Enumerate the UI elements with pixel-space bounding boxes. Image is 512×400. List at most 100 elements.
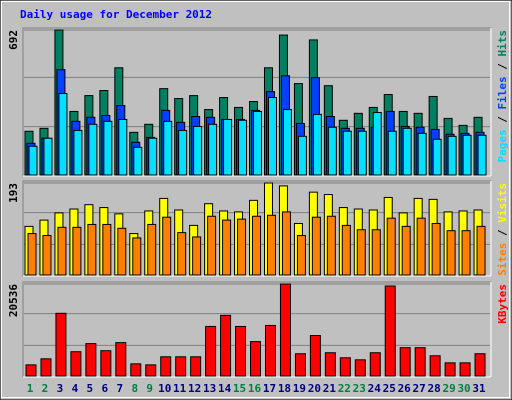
bar [235, 325, 247, 377]
x-tick-label: 11 [173, 382, 187, 395]
bar [446, 230, 456, 276]
legend-entry: Hits [496, 30, 509, 57]
bar [399, 347, 411, 377]
bar [326, 215, 336, 276]
chart-title: Daily usage for December 2012 [20, 8, 212, 21]
legend: KBytes [496, 284, 509, 324]
bar [118, 118, 128, 176]
bar [459, 362, 471, 377]
bar [402, 127, 412, 176]
bar [130, 363, 142, 377]
bar [253, 110, 263, 176]
legend-separator: / [496, 110, 509, 130]
x-tick-label: 22 [338, 382, 351, 395]
bar [266, 214, 276, 276]
x-tick-label: 8 [131, 382, 138, 395]
bar [371, 229, 381, 276]
x-tick-label: 15 [233, 382, 246, 395]
bar [43, 137, 53, 176]
bar [100, 350, 112, 377]
bar [476, 225, 486, 276]
bar [147, 223, 157, 276]
bar [238, 119, 248, 176]
bar [25, 364, 37, 377]
y-max-label: 20536 [7, 284, 20, 317]
bar [88, 123, 98, 176]
bar [414, 347, 426, 377]
bar [162, 216, 172, 276]
bar [279, 283, 291, 377]
bar [324, 352, 336, 377]
bar [417, 132, 427, 176]
bar [148, 137, 158, 176]
bar [190, 356, 202, 377]
x-tick-label: 17 [263, 382, 276, 395]
bar [132, 237, 142, 276]
bar [57, 226, 67, 276]
bar [73, 129, 83, 176]
bar [237, 218, 247, 276]
x-tick-label: 10 [158, 382, 171, 395]
bar [58, 93, 68, 176]
bar [55, 312, 67, 377]
bar [369, 352, 381, 377]
bar [177, 232, 187, 276]
bar [294, 353, 306, 377]
bar [477, 134, 487, 176]
bar [312, 113, 322, 176]
bar [267, 97, 277, 176]
x-tick-label: 28 [428, 382, 441, 395]
x-tick-label: 31 [472, 382, 486, 395]
bar [461, 230, 471, 276]
bar [462, 134, 472, 176]
x-tick-label: 3 [57, 382, 64, 395]
bar [372, 111, 382, 176]
legend-entry: Visits [496, 183, 509, 223]
legend: Pages / Files / Hits [496, 30, 509, 163]
x-tick-label: 23 [353, 382, 366, 395]
bar [28, 145, 38, 176]
bar [474, 353, 486, 377]
bar [282, 109, 292, 176]
bar [193, 125, 203, 176]
bar [429, 355, 441, 377]
bar [327, 126, 337, 176]
x-tick-label: 30 [457, 382, 470, 395]
bar [175, 356, 187, 377]
bar [117, 227, 127, 276]
x-tick-label: 26 [398, 382, 412, 395]
bar [192, 236, 202, 276]
legend-entry: Files [496, 76, 509, 109]
bar [27, 233, 37, 276]
bar [356, 229, 366, 276]
bar [207, 215, 217, 276]
x-tick-label: 18 [278, 382, 291, 395]
bar [297, 135, 307, 176]
bar [252, 215, 262, 276]
legend-entry: Sites [496, 243, 509, 276]
x-tick-label: 21 [323, 382, 337, 395]
legend-separator: / [496, 223, 509, 243]
x-tick-label: 20 [308, 382, 321, 395]
x-tick-label: 2 [42, 382, 49, 395]
bar [401, 225, 411, 276]
bar [133, 146, 143, 176]
bar [72, 226, 82, 276]
bar [85, 343, 97, 377]
x-tick-label: 6 [102, 382, 109, 395]
bar [447, 135, 457, 176]
x-tick-label: 4 [72, 382, 79, 395]
bar [40, 358, 52, 377]
x-tick-label: 29 [442, 382, 455, 395]
bar [384, 285, 396, 377]
bar [222, 219, 232, 276]
bar [431, 222, 441, 276]
x-tick-label: 27 [413, 382, 426, 395]
x-tick-label: 24 [368, 382, 382, 395]
x-tick-label: 12 [188, 382, 201, 395]
bar [250, 341, 262, 377]
bar [264, 324, 276, 377]
bar [357, 130, 367, 176]
